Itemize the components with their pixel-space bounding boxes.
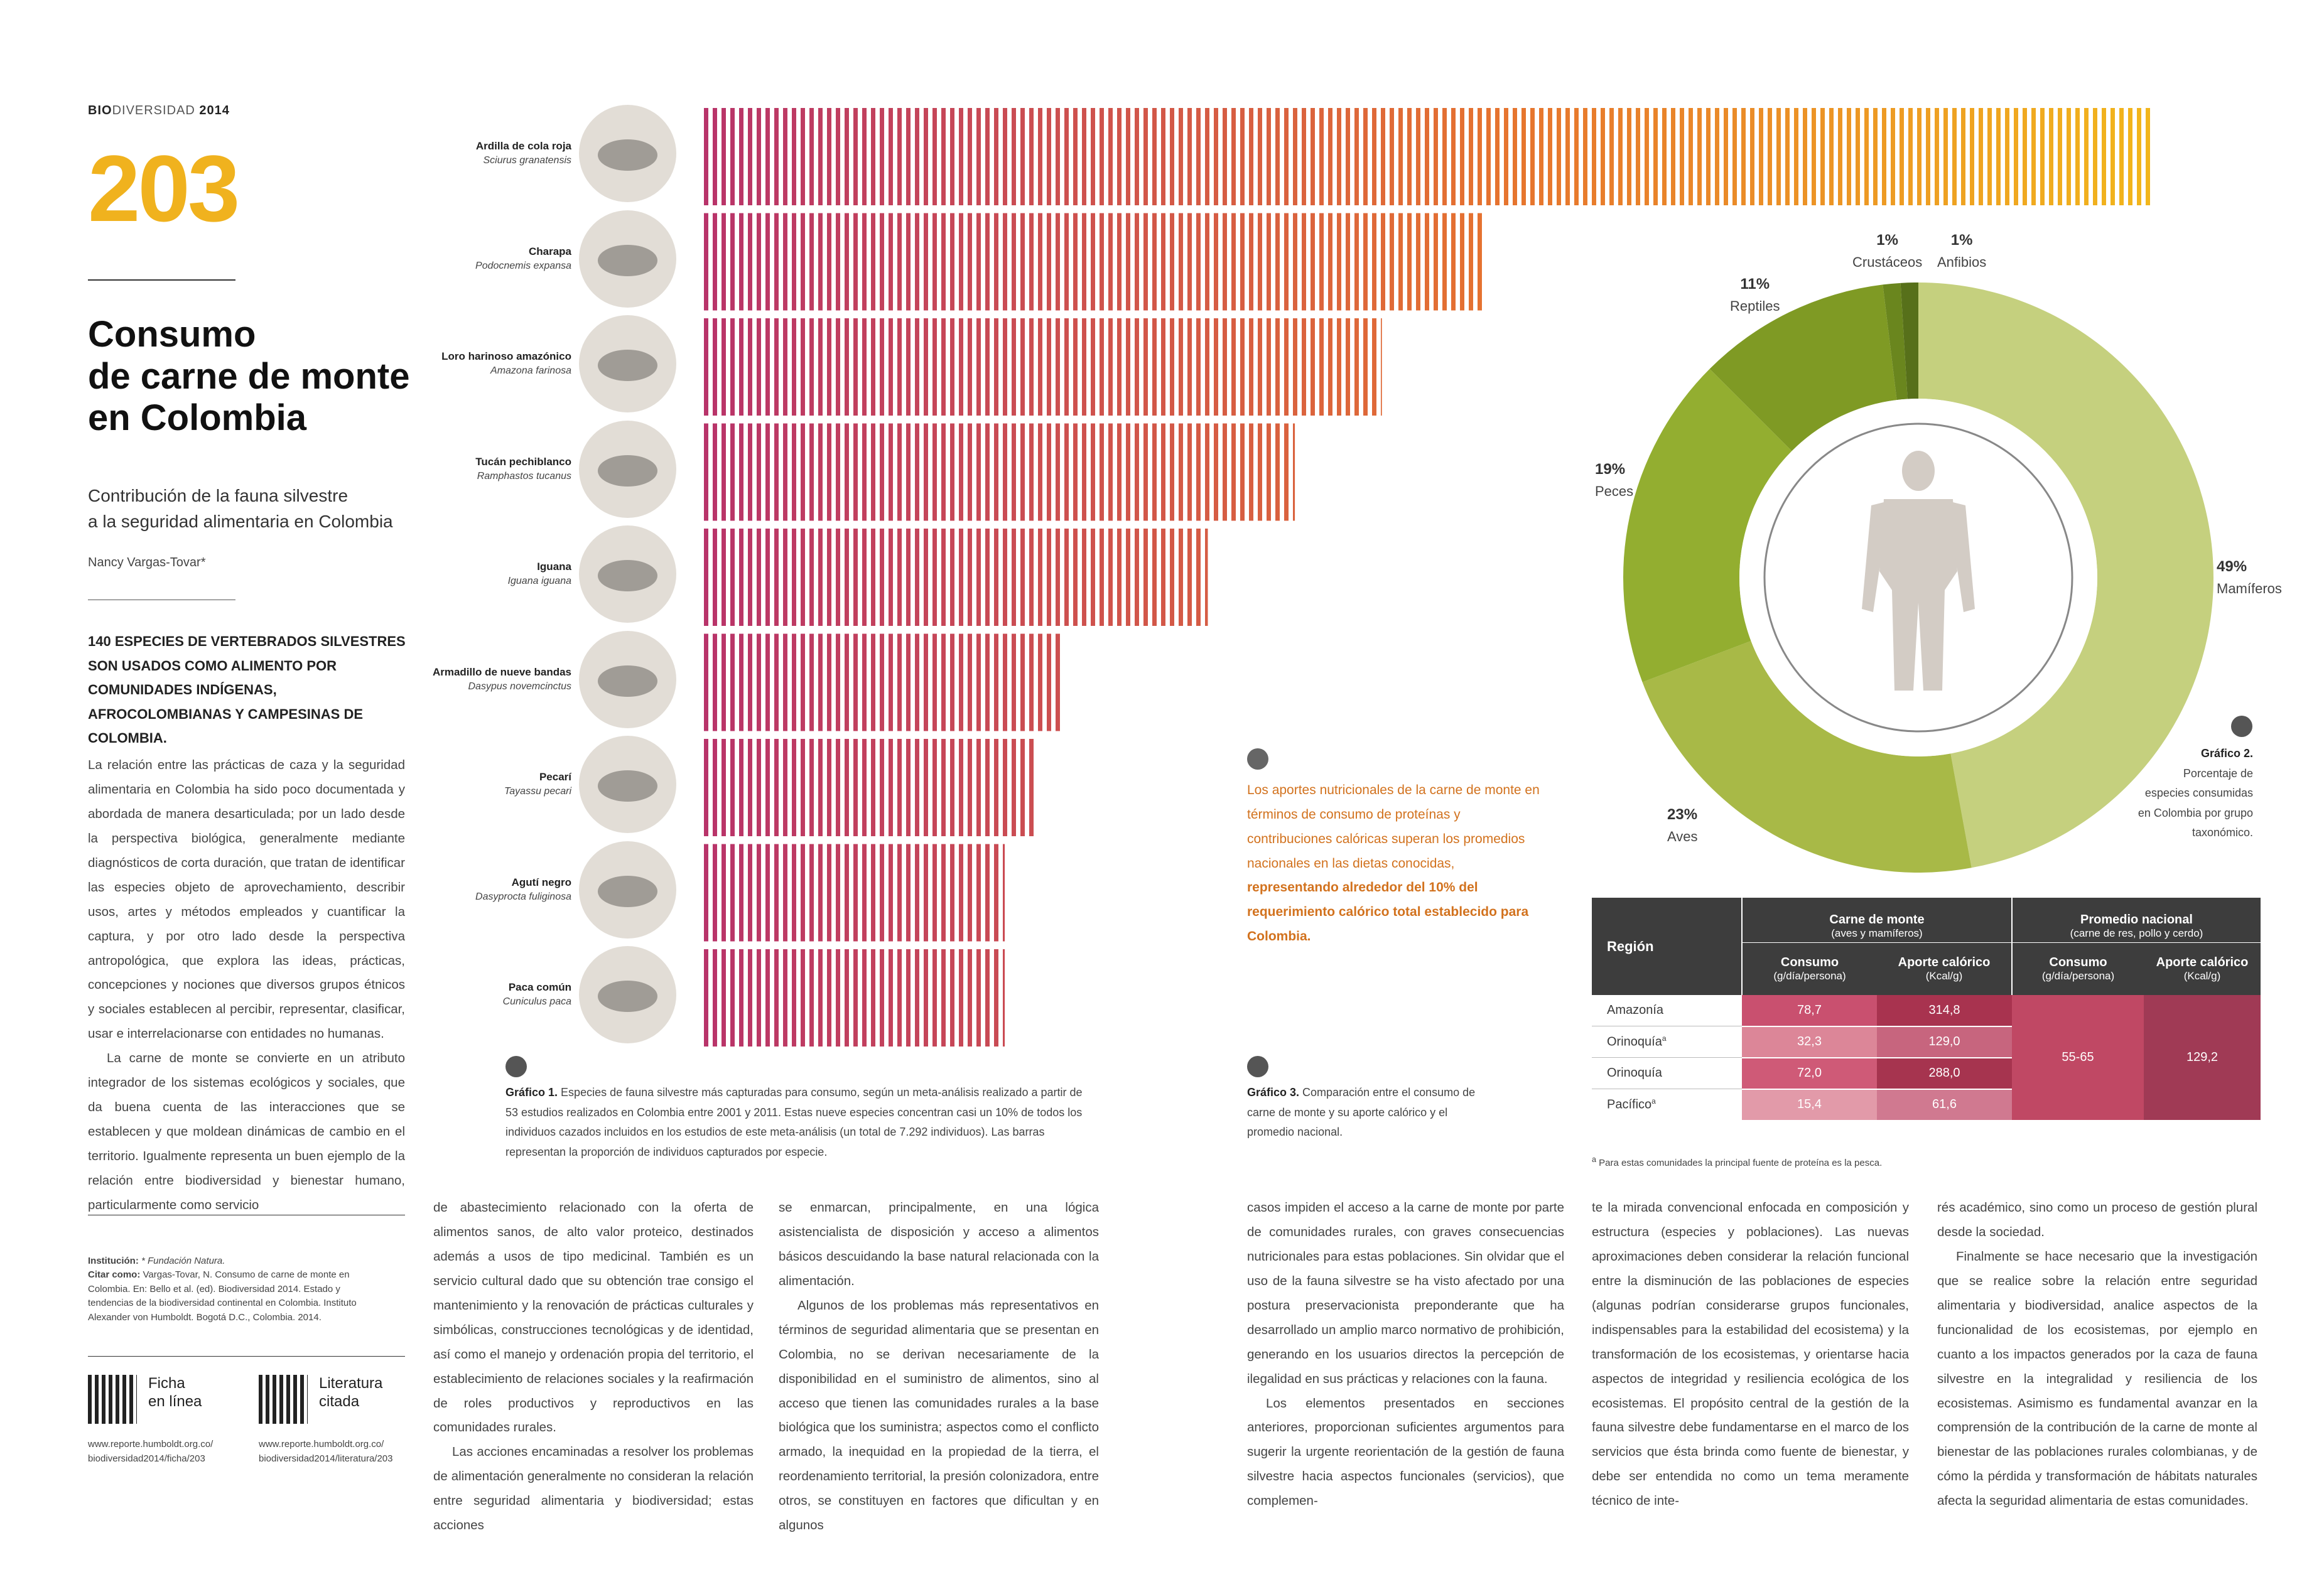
species-name: Ardilla de cola roja	[475, 140, 571, 153]
species-name: Loro harinoso amazónico	[441, 350, 571, 363]
table-header-carne: Carne de monte (aves y mamíferos)	[1742, 898, 2013, 943]
species-scientific-name: Podocnemis expansa	[475, 260, 571, 271]
divider	[88, 279, 235, 281]
bar-3	[700, 423, 1295, 521]
bar-8	[700, 949, 1005, 1047]
body-column-2: de abastecimiento relacionado con la ofe…	[433, 1200, 754, 1533]
turtle-icon	[579, 210, 676, 308]
pie-label-crustaceos: 1% Crustáceos	[1852, 232, 1923, 270]
species-row: Charapa Podocnemis expansa	[402, 207, 691, 311]
parrot-icon	[579, 315, 676, 412]
species-scientific-name: Cuniculus paca	[502, 996, 571, 1008]
bar-7	[700, 844, 1005, 942]
agouti-icon	[579, 841, 676, 939]
highlight-quote: Los aportes nutricionales de la carne de…	[1247, 783, 1540, 944]
peccary-icon	[579, 736, 676, 833]
national-consumo: 55-65	[2012, 995, 2144, 1120]
citation-note: Citar como: Vargas-Tovar, N. Consumo de …	[88, 1269, 357, 1323]
species-row: Agutí negro Dasyprocta fuliginosa	[402, 838, 691, 942]
species-row: Loro harinoso amazónico Amazona farinosa	[402, 312, 691, 416]
page-title: Consumo de carne de monte en Colombia	[88, 314, 410, 439]
body-column-3: se enmarcan, principalmente, en una lógi…	[779, 1200, 1099, 1533]
bar-2	[700, 318, 1382, 416]
species-name: Iguana	[537, 561, 571, 573]
species-row: Ardilla de cola roja Sciurus granatensis	[402, 102, 691, 205]
table-header-promedio: Promedio nacional (carne de res, pollo y…	[2012, 898, 2261, 943]
qr-code-icon	[259, 1375, 308, 1424]
chart-icon	[2231, 716, 2252, 737]
table-row: Amazonía 78,7 314,8 55-65 129,2	[1592, 995, 2261, 1120]
bookmark-icon	[1247, 748, 1268, 770]
species-row: Paca común Cuniculus paca	[402, 943, 691, 1047]
consumo-table: Región Carne de monte (aves y mamíferos)…	[1592, 898, 2261, 1120]
donut-slice-3	[1709, 284, 1897, 451]
species-name: Tucán pechiblanco	[475, 455, 571, 468]
section-header: BIODIVERSIDAD 2014	[88, 104, 230, 117]
subtitle: Contribución de la fauna silvestre a la …	[88, 486, 393, 531]
toucan-icon	[579, 420, 676, 518]
donut-slice-0	[1918, 282, 2213, 868]
species-row: Armadillo de nueve bandas Dasypus novemci…	[402, 628, 691, 731]
table-header-region: Región	[1592, 898, 1743, 995]
grafico3-caption: Gráfico 3. Comparación entre el consumo …	[1247, 1086, 1476, 1138]
pie-label-peces: 19% Peces	[1595, 461, 1634, 499]
institution-note: Institución: * Fundación Natura.	[88, 1256, 225, 1266]
species-scientific-name: Dasypus novemcinctus	[468, 681, 571, 692]
bar-chart-species	[700, 108, 2151, 1047]
species-row: Pecarí Tayassu pecari	[402, 733, 691, 836]
divider	[88, 1356, 405, 1357]
species-scientific-name: Sciurus granatensis	[483, 155, 571, 166]
donut-slice-4	[1883, 282, 1908, 401]
lead-text: 140 ESPECIES DE VERTEBRADOS SILVESTRES S…	[88, 633, 406, 746]
species-name: Armadillo de nueve bandas	[432, 665, 571, 678]
bar-1	[700, 213, 1484, 311]
chart-icon	[505, 1056, 527, 1077]
pie-label-anfibios: 1% Anfibios	[1937, 232, 1987, 270]
table-row: Orinoquíaa 32,3 129,0	[1592, 1026, 2261, 1058]
pie-label-aves: 23% Aves	[1667, 806, 1698, 844]
table-row: Orinoquía 72,0 288,0	[1592, 1057, 2261, 1090]
species-name: Charapa	[528, 245, 571, 257]
donut-slice-5	[1900, 282, 1918, 399]
table-row: Pacíficoa 15,4 61,6	[1592, 1089, 2261, 1120]
iguana-icon	[579, 525, 676, 623]
squirrel-icon	[579, 105, 676, 202]
species-scientific-name: Tayassu pecari	[504, 786, 571, 797]
donut-slice-2	[1623, 369, 1792, 682]
grafico1-caption: Gráfico 1. Especies de fauna silvestre m…	[505, 1086, 1083, 1158]
human-silhouette-icon	[1862, 451, 1975, 691]
qr-code-icon	[88, 1375, 137, 1424]
bar-4	[700, 529, 1208, 626]
grafico2-caption: Gráfico 2. Porcentaje de especies consum…	[2138, 747, 2253, 839]
author: Nancy Vargas-Tovar*	[88, 556, 206, 569]
armadillo-icon	[579, 630, 676, 728]
chart-icon	[1247, 1056, 1268, 1077]
body-column-4: casos impiden el acceso a la carne de mo…	[1247, 1200, 1564, 1509]
species-scientific-name: Amazona farinosa	[490, 365, 571, 377]
donut-slice-1	[1642, 641, 1972, 873]
species-name: Paca común	[508, 981, 571, 994]
paca-icon	[579, 946, 676, 1043]
pie-label-mamiferos: 49% Mamíferos	[2217, 558, 2282, 596]
body-column-5: te la mirada convencional enfocada en co…	[1592, 1200, 1909, 1509]
national-aporte: 129,2	[2144, 995, 2261, 1120]
table-footnote: a Para estas comunidades la principal fu…	[1592, 1155, 1883, 1168]
pie-label-reptiles: 11% Reptiles	[1730, 276, 1780, 314]
page-number: 203	[88, 136, 240, 241]
bar-0	[700, 108, 2151, 205]
donut-inner-ring	[1763, 422, 2073, 733]
species-row: Tucán pechiblanco Ramphastos tucanus	[402, 417, 691, 521]
species-name: Agutí negro	[511, 876, 571, 888]
species-scientific-name: Dasyprocta fuliginosa	[475, 891, 571, 902]
species-row: Iguana Iguana iguana	[402, 522, 691, 626]
bar-6	[700, 739, 1034, 836]
donut-chart-taxonomic	[1623, 282, 2213, 873]
species-scientific-name: Iguana iguana	[507, 576, 571, 587]
bar-5	[700, 633, 1063, 731]
species-name: Pecarí	[539, 771, 571, 783]
body-column-1: La relación entre las prácticas de caza …	[88, 758, 405, 1212]
species-scientific-name: Ramphastos tucanus	[477, 470, 571, 482]
body-column-6: rés académico, sino como un proceso de g…	[1937, 1200, 2257, 1509]
